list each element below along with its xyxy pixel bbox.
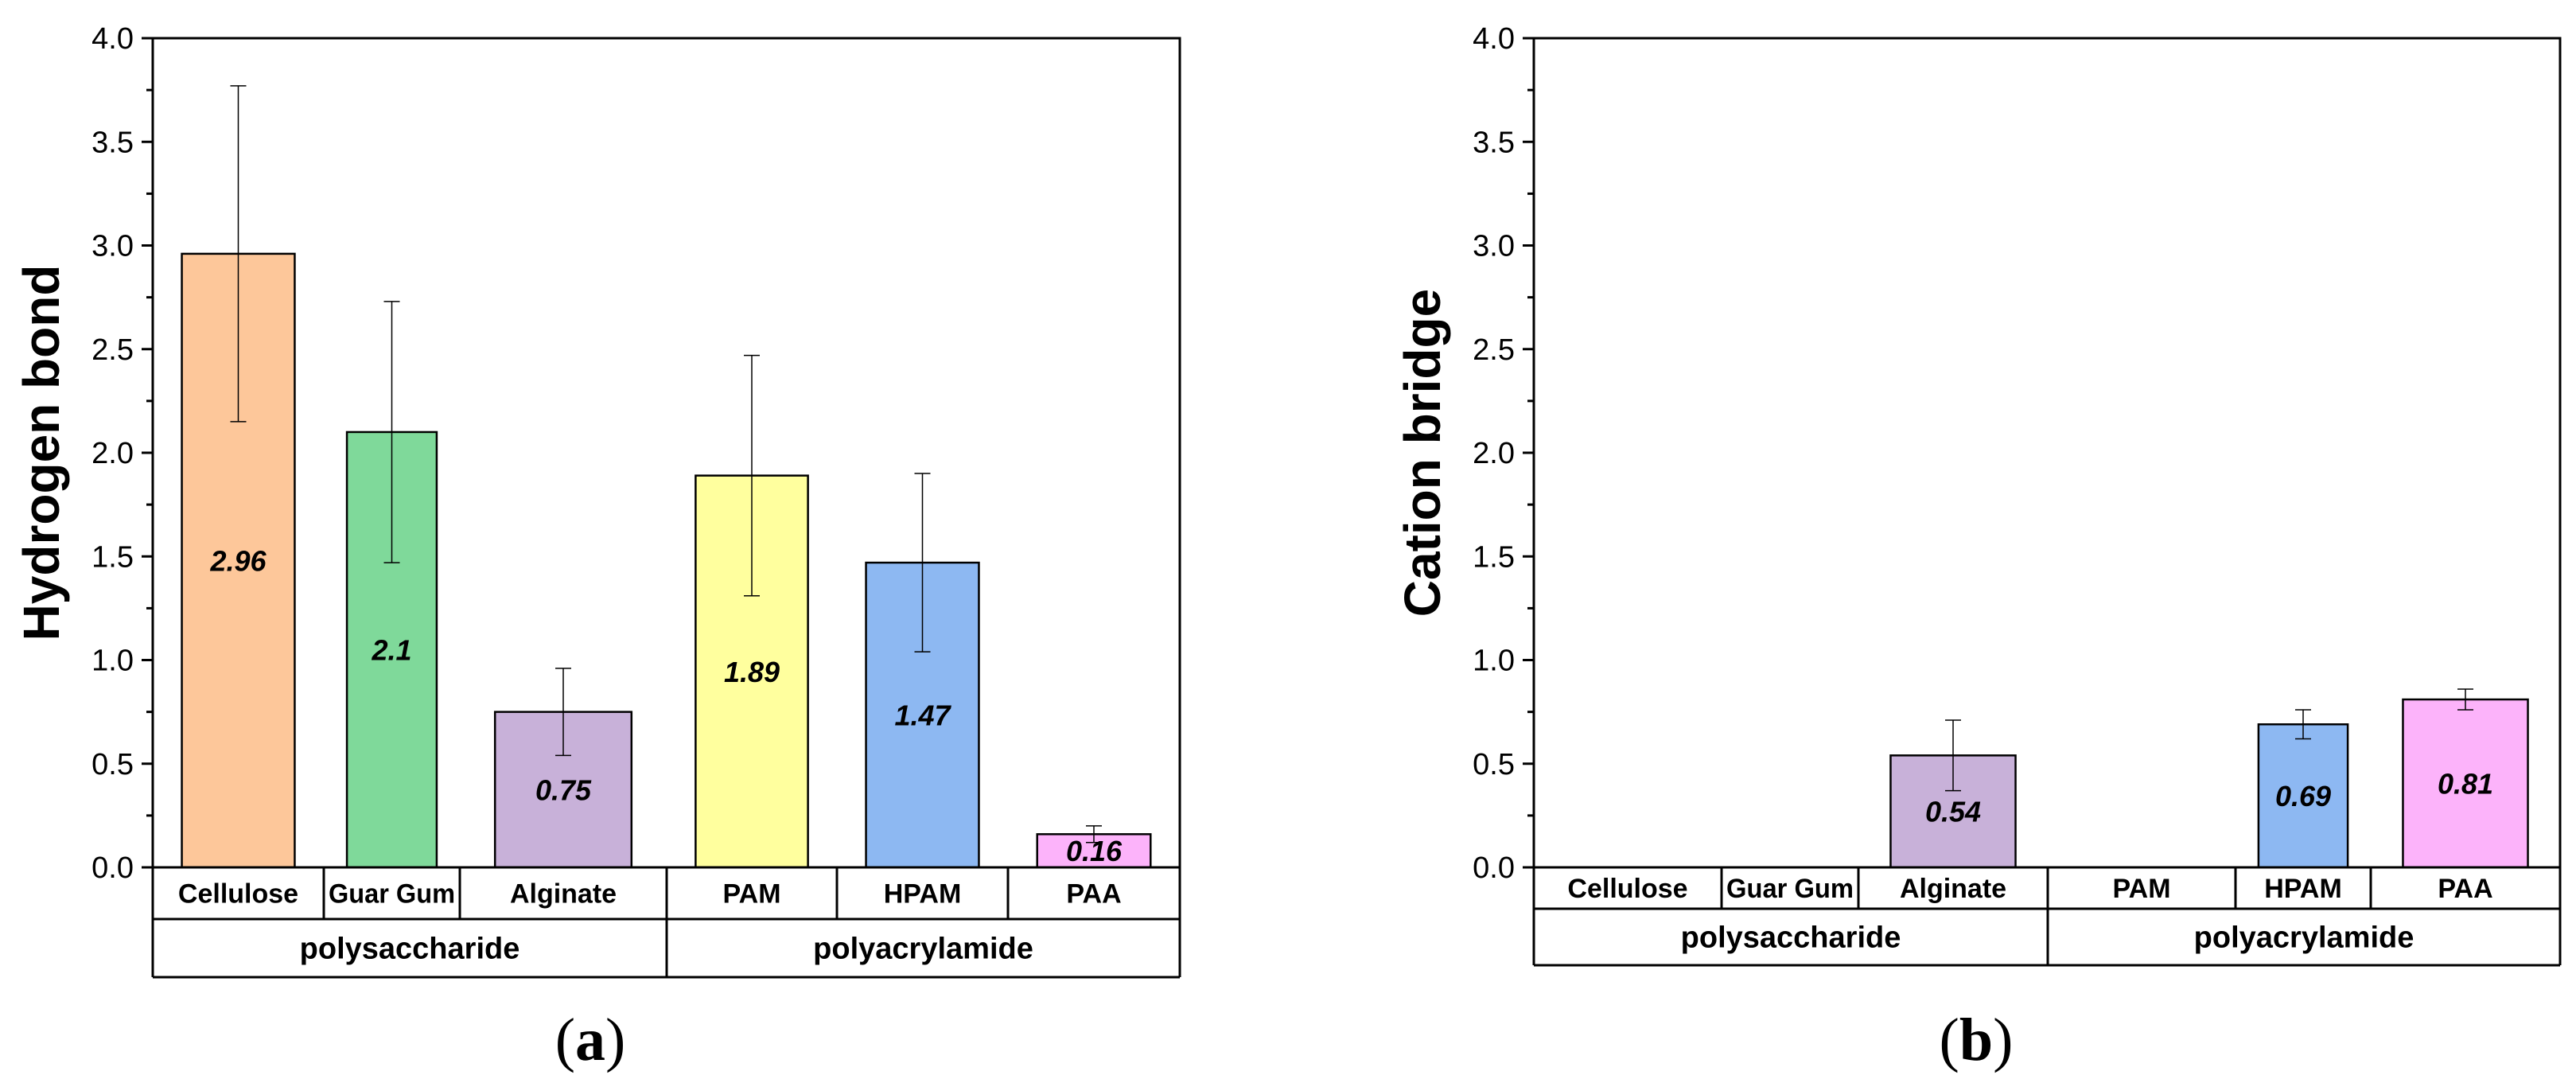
category-table: Cellulose Guar Gum Alginate PAM HPAM PAA polys… — [151, 867, 1181, 979]
panel-label: (a) — [555, 1007, 626, 1073]
y-tick-label: 2.0 — [1473, 437, 1515, 470]
bar-hpam — [2257, 723, 2349, 869]
y-axis-ticks: 0.0 0.5 1.0 1.5 2.0 2.5 3.0 3.5 4.0 — [91, 22, 153, 885]
category-label: PAM — [722, 879, 780, 910]
y-tick-label: 2.5 — [1473, 333, 1515, 367]
category-label: PAA — [2438, 874, 2492, 904]
chart-panel-a: 0.0 0.5 1.0 1.5 2.0 2.5 3.0 3.5 4.0 Hydrogen bond… — [13, 22, 1181, 1073]
panel-label: (b) — [1940, 1007, 2014, 1073]
y-tick-label: 1.5 — [1473, 540, 1515, 574]
group-label: polysaccharide — [1681, 921, 1901, 955]
y-tick-label: 3.0 — [1473, 230, 1515, 263]
category-label: PAM — [2112, 874, 2170, 904]
data-label: 0.54 — [1925, 796, 1981, 828]
y-tick-label: 0.0 — [1473, 851, 1515, 885]
y-tick-label: 3.5 — [91, 126, 134, 159]
category-label: PAA — [1066, 879, 1121, 910]
category-label: Cellulose — [178, 879, 298, 910]
category-label: Guar Gum — [329, 879, 455, 910]
category-table: Cellulose Guar Gum Alginate PAM HPAM PAA polys… — [1532, 867, 2562, 967]
y-tick-label: 3.0 — [91, 230, 134, 263]
y-tick-label: 1.0 — [91, 645, 134, 678]
data-label: 0.81 — [2438, 767, 2493, 800]
y-tick-label: 1.5 — [91, 540, 134, 574]
data-label: 2.96 — [209, 544, 267, 577]
category-label: HPAM — [2264, 874, 2342, 904]
y-tick-label: 0.0 — [91, 851, 134, 885]
category-label: Alginate — [1900, 874, 2006, 904]
group-label: polysaccharide — [300, 933, 520, 966]
y-tick-label: 3.5 — [1473, 126, 1515, 159]
y-tick-label: 0.5 — [91, 748, 134, 781]
category-label: HPAM — [884, 879, 962, 910]
bars: 0.54 0.69 0.81 — [1889, 688, 2529, 869]
y-axis-label: Hydrogen bond — [13, 265, 70, 641]
y-tick-label: 2.5 — [91, 333, 134, 367]
y-tick-label: 0.5 — [1473, 748, 1515, 781]
data-label: 0.69 — [2275, 780, 2331, 812]
y-tick-label: 1.0 — [1473, 645, 1515, 678]
group-label: polyacrylamide — [813, 933, 1033, 966]
bar-paa — [2402, 698, 2529, 869]
category-label: Alginate — [510, 879, 617, 910]
data-label: 0.16 — [1066, 835, 1123, 867]
group-label: polyacrylamide — [2194, 921, 2415, 955]
y-tick-label: 2.0 — [91, 437, 134, 470]
y-axis-label: Cation bridge — [1394, 289, 1451, 617]
y-tick-label: 4.0 — [1473, 22, 1515, 56]
data-label: 1.89 — [724, 656, 780, 688]
data-label: 0.75 — [535, 773, 592, 806]
data-label: 2.1 — [371, 633, 411, 666]
y-tick-label: 4.0 — [91, 22, 134, 56]
category-label: Guar Gum — [1726, 874, 1854, 904]
y-axis-ticks: 0.0 0.5 1.0 1.5 2.0 2.5 3.0 3.5 4.0 — [1473, 22, 1534, 885]
chart-panel-b: 0.0 0.5 1.0 1.5 2.0 2.5 3.0 3.5 4.0 Cation bridge… — [1394, 22, 2562, 1073]
category-label: Cellulose — [1567, 874, 1687, 904]
bars: 2.96 2.1 0.75 1.89 1.47 0.16 — [181, 85, 1152, 869]
plot-frame — [151, 37, 1181, 869]
data-label: 1.47 — [894, 699, 951, 732]
